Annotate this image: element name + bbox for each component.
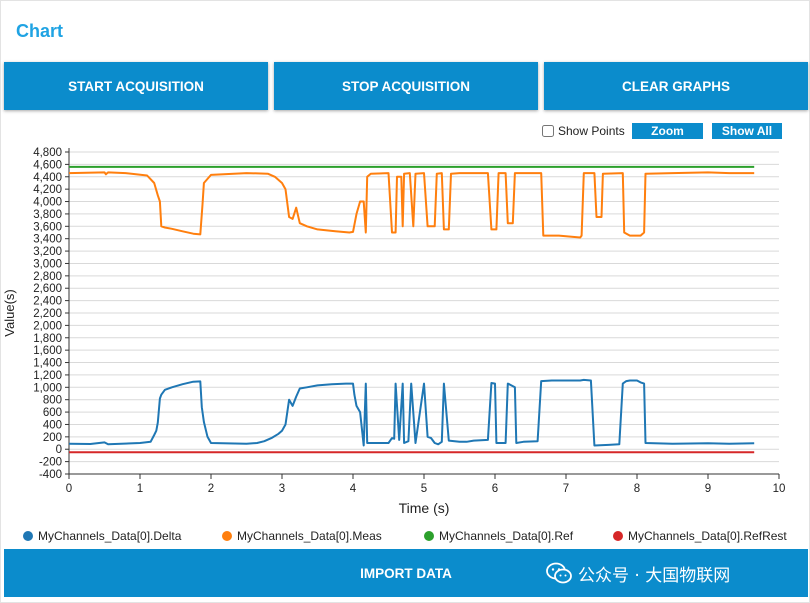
y-tick-label: 3,000 — [33, 258, 62, 270]
x-tick-label: 6 — [492, 483, 498, 495]
y-tick-label: -200 — [39, 457, 62, 469]
x-tick-label: 3 — [279, 483, 285, 495]
show-all-button[interactable]: Show All — [712, 123, 782, 139]
y-tick-label: 400 — [43, 419, 62, 431]
y-tick-label: 4,800 — [33, 147, 62, 159]
x-tick-label: 2 — [208, 483, 214, 495]
y-tick-label: 3,600 — [33, 221, 62, 233]
y-tick-label: 1,800 — [33, 333, 62, 345]
stop-acquisition-button[interactable]: STOP ACQUISITION — [274, 62, 538, 110]
y-tick-label: 2,600 — [33, 283, 62, 295]
x-tick-label: 8 — [634, 483, 640, 495]
series-line-1[interactable] — [68, 171, 755, 239]
clear-graphs-button[interactable]: CLEAR GRAPHS — [544, 62, 808, 110]
legend-marker — [424, 531, 434, 541]
legend-marker — [613, 531, 623, 541]
y-tick-label: 4,400 — [33, 172, 62, 184]
legend-item[interactable]: MyChannels_Data[0].Ref — [424, 529, 573, 543]
y-tick-label: 2,800 — [33, 271, 62, 283]
start-acquisition-button[interactable]: START ACQUISITION — [4, 62, 268, 110]
y-tick-label: 1,000 — [33, 382, 62, 394]
y-tick-label: 3,800 — [33, 209, 62, 221]
x-tick-label: 10 — [773, 483, 786, 495]
x-tick-label: 5 — [421, 483, 427, 495]
legend-marker — [222, 531, 232, 541]
show-points-label: Show Points — [558, 124, 625, 138]
y-tick-label: 1,600 — [33, 345, 62, 357]
legend-item[interactable]: MyChannels_Data[0].Delta — [23, 529, 181, 543]
y-tick-label: 2,000 — [33, 320, 62, 332]
y-tick-label: 2,200 — [33, 308, 62, 320]
y-tick-label: 4,000 — [33, 197, 62, 209]
page-title: Chart — [16, 21, 64, 41]
y-tick-label: 4,200 — [33, 184, 62, 196]
x-tick-label: 1 — [137, 483, 143, 495]
y-tick-label: 1,200 — [33, 370, 62, 382]
zoom-button[interactable]: Zoom — [632, 123, 703, 139]
legend-marker — [23, 531, 33, 541]
x-axis-label: Time (s) — [399, 500, 450, 516]
y-tick-label: 800 — [43, 395, 62, 407]
legend-item[interactable]: MyChannels_Data[0].RefRest — [613, 529, 787, 543]
line-chart[interactable]: -400-20002004006008001,0001,2001,4001,60… — [1, 141, 809, 521]
import-data-button[interactable]: IMPORT DATA — [4, 549, 808, 597]
x-tick-label: 4 — [350, 483, 357, 495]
y-tick-label: 0 — [56, 444, 62, 456]
y-tick-label: 600 — [43, 407, 62, 419]
y-tick-label: 2,400 — [33, 296, 62, 308]
legend-label: MyChannels_Data[0].Ref — [439, 529, 574, 543]
show-points-checkbox[interactable] — [542, 125, 554, 137]
show-points-toggle[interactable]: Show Points — [542, 123, 625, 139]
y-tick-label: 200 — [43, 432, 62, 444]
legend-label: MyChannels_Data[0].Delta — [38, 529, 182, 543]
y-tick-label: 3,400 — [33, 234, 62, 246]
x-tick-label: 7 — [563, 483, 569, 495]
y-axis-label: Value(s) — [2, 289, 17, 336]
x-tick-label: 9 — [705, 483, 711, 495]
legend-label: MyChannels_Data[0].RefRest — [628, 529, 787, 543]
legend-item[interactable]: MyChannels_Data[0].Meas — [222, 529, 382, 543]
y-tick-label: -400 — [39, 469, 62, 481]
y-tick-label: 4,600 — [33, 159, 62, 171]
legend-label: MyChannels_Data[0].Meas — [237, 529, 382, 543]
series-line-0[interactable] — [68, 378, 755, 447]
y-tick-label: 1,400 — [33, 358, 62, 370]
y-tick-label: 3,200 — [33, 246, 62, 258]
x-tick-label: 0 — [66, 483, 72, 495]
